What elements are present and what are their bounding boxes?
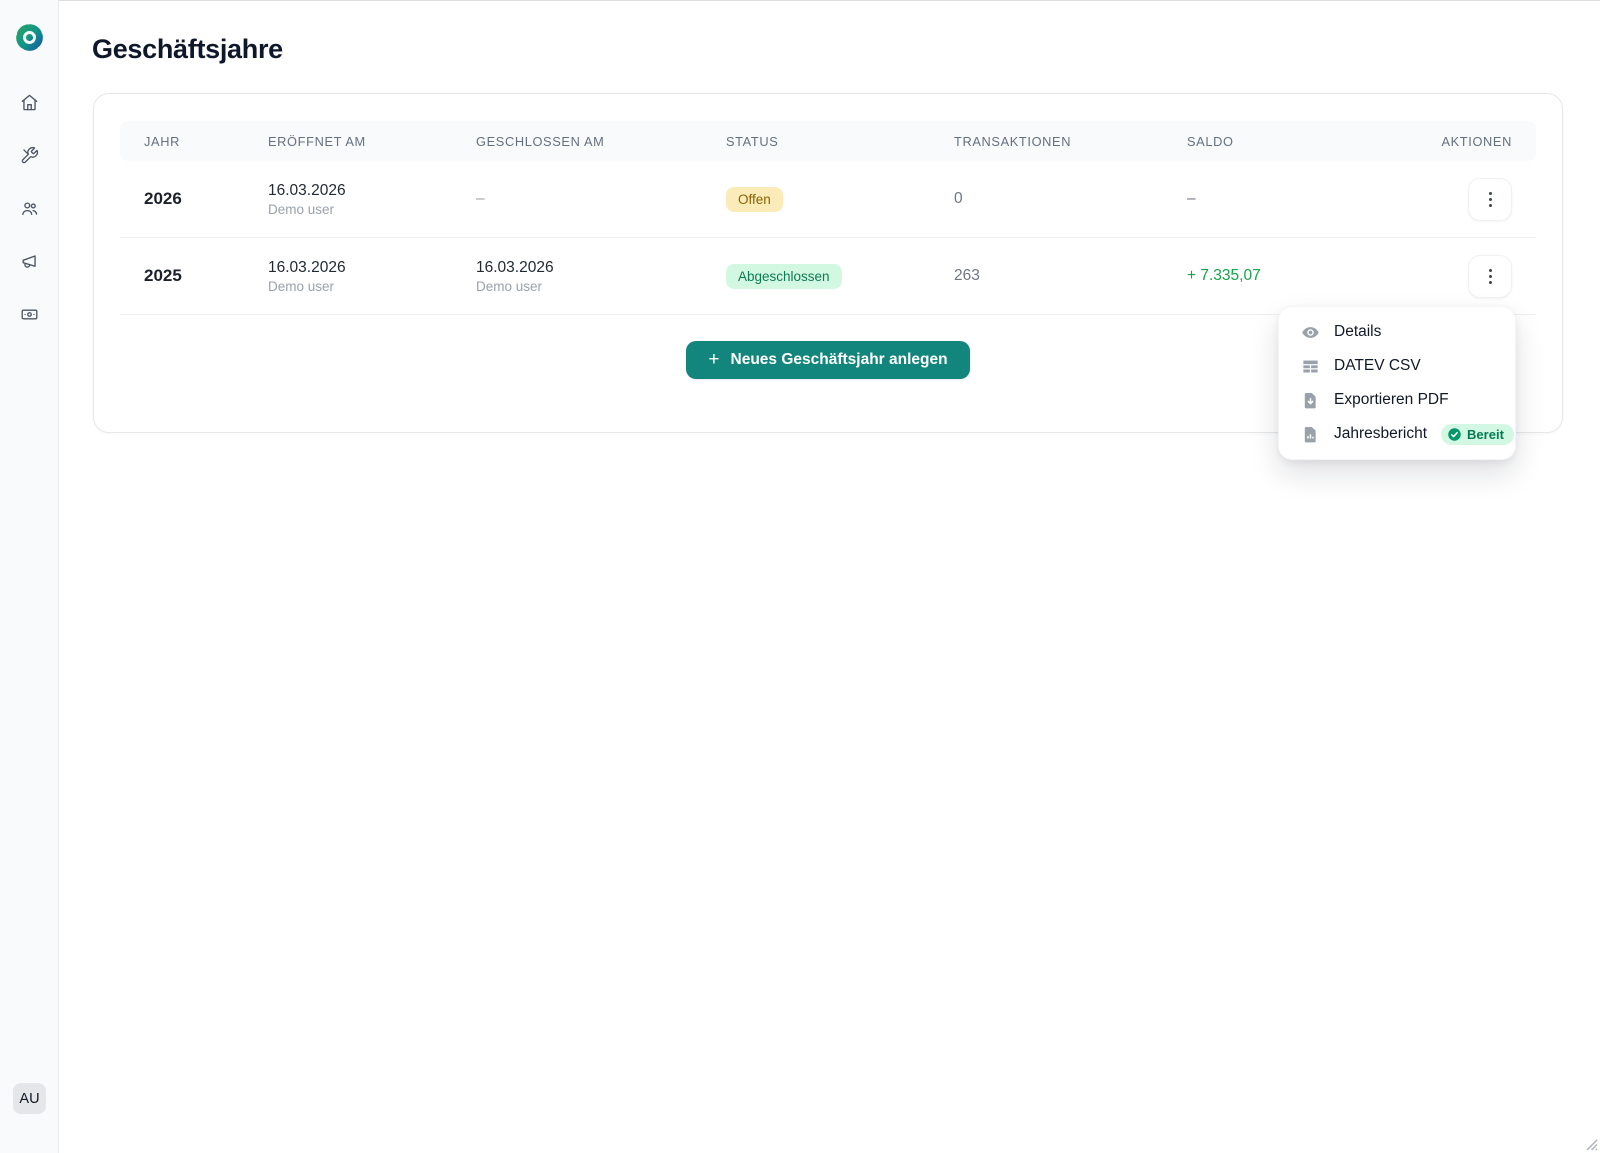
sidebar-nav	[0, 84, 58, 332]
sidebar-item-announcements[interactable]	[11, 243, 47, 279]
row-actions-button-2026[interactable]	[1468, 177, 1512, 221]
column-header-jahr: JAHR	[144, 133, 180, 149]
menu-item-label: Jahresbericht	[1334, 425, 1428, 442]
closed-date: 16.03.2026	[476, 258, 554, 276]
year-cell: 2025	[144, 266, 182, 285]
sidebar-item-home[interactable]	[11, 84, 47, 120]
actions-cell	[1396, 254, 1536, 298]
banknote-icon	[21, 309, 37, 319]
table-header-row: JAHR ERÖFFNET AM GESCHLOSSEN AM STATUS T…	[120, 121, 1536, 161]
column-header-eroeffnet-am: ERÖFFNET AM	[268, 133, 366, 149]
closed-date: –	[476, 190, 485, 208]
home-icon	[21, 94, 37, 110]
column-header-status: STATUS	[726, 133, 779, 149]
menu-item-details[interactable]: Details	[1279, 315, 1515, 349]
menu-item-annual-report[interactable]: Jahresbericht Bereit	[1279, 417, 1515, 451]
fiscal-years-table: JAHR ERÖFFNET AM GESCHLOSSEN AM STATUS T…	[120, 121, 1536, 379]
new-fiscal-year-button-label: Neues Geschäftsjahr anlegen	[730, 351, 948, 368]
transactions-cell: 263	[954, 267, 980, 284]
column-header-geschlossen-am: GESCHLOSSEN AM	[476, 133, 605, 149]
plus-icon: +	[708, 349, 720, 370]
kebab-icon	[1488, 268, 1492, 284]
check-circle-icon	[1448, 427, 1461, 441]
window-resize-handle[interactable]	[1580, 1133, 1598, 1151]
tools-icon	[21, 146, 38, 163]
opened-by: Demo user	[268, 202, 335, 218]
opened-date: 16.03.2026	[268, 258, 346, 276]
window-top-border	[0, 0, 1600, 1]
new-year-button-row: + Neues Geschäftsjahr anlegen	[120, 341, 1536, 379]
saldo-cell: –	[1187, 190, 1196, 207]
opened-date: 16.03.2026	[268, 181, 346, 199]
sidebar-item-users[interactable]	[11, 190, 47, 226]
file-chart-icon	[1304, 426, 1316, 442]
row-actions-button-2025[interactable]	[1468, 254, 1512, 298]
column-header-saldo: SALDO	[1187, 133, 1234, 149]
table-row-2025: 2025 16.03.2026 Demo user 16.03.2026 Dem…	[120, 238, 1536, 315]
opened-cell: 16.03.2026 Demo user	[244, 258, 452, 294]
status-badge-closed: Abgeschlossen	[726, 263, 842, 289]
closed-cell: –	[452, 189, 702, 208]
app-logo[interactable]	[14, 22, 45, 53]
report-ready-badge: Bereit	[1441, 423, 1514, 445]
menu-item-export-pdf[interactable]: Exportieren PDF	[1279, 383, 1515, 417]
saldo-cell: + 7.335,07	[1187, 267, 1261, 284]
report-ready-badge-label: Bereit	[1467, 426, 1504, 442]
megaphone-icon	[21, 254, 36, 268]
actions-cell	[1396, 177, 1536, 221]
page-title: Geschäftsjahre	[92, 34, 283, 64]
kebab-icon	[1488, 191, 1492, 207]
sidebar: AU	[0, 0, 59, 1153]
opened-cell: 16.03.2026 Demo user	[244, 181, 452, 217]
menu-item-label: Details	[1334, 323, 1382, 340]
menu-item-datev-csv[interactable]: DATEV CSV	[1279, 349, 1515, 383]
sidebar-item-finances[interactable]	[11, 296, 47, 332]
status-cell: Offen	[702, 186, 930, 212]
column-header-aktionen: AKTIONEN	[1441, 133, 1512, 149]
table-icon	[1303, 360, 1318, 372]
closed-by: Demo user	[476, 279, 543, 295]
new-fiscal-year-button[interactable]: + Neues Geschäftsjahr anlegen	[686, 341, 970, 379]
table-row-2026: 2026 16.03.2026 Demo user – Offen 0 –	[120, 161, 1536, 238]
row-actions-menu: Details DATEV CSV Exportieren PDF Jahres…	[1278, 306, 1516, 460]
column-header-transaktionen: TRANSAKTIONEN	[954, 133, 1072, 149]
menu-item-label: DATEV CSV	[1334, 357, 1421, 374]
menu-item-label: Exportieren PDF	[1334, 391, 1449, 408]
shutter-logo-icon	[16, 24, 43, 51]
status-cell: Abgeschlossen	[702, 263, 930, 289]
closed-cell: 16.03.2026 Demo user	[452, 258, 702, 294]
status-badge-open: Offen	[726, 186, 783, 212]
year-cell: 2026	[144, 189, 182, 208]
users-icon	[21, 201, 37, 215]
transactions-cell: 0	[954, 190, 963, 207]
user-avatar[interactable]: AU	[13, 1083, 46, 1114]
sidebar-item-tools[interactable]	[11, 137, 47, 173]
eye-icon	[1302, 326, 1319, 338]
file-download-icon	[1304, 392, 1316, 408]
opened-by: Demo user	[268, 279, 335, 295]
